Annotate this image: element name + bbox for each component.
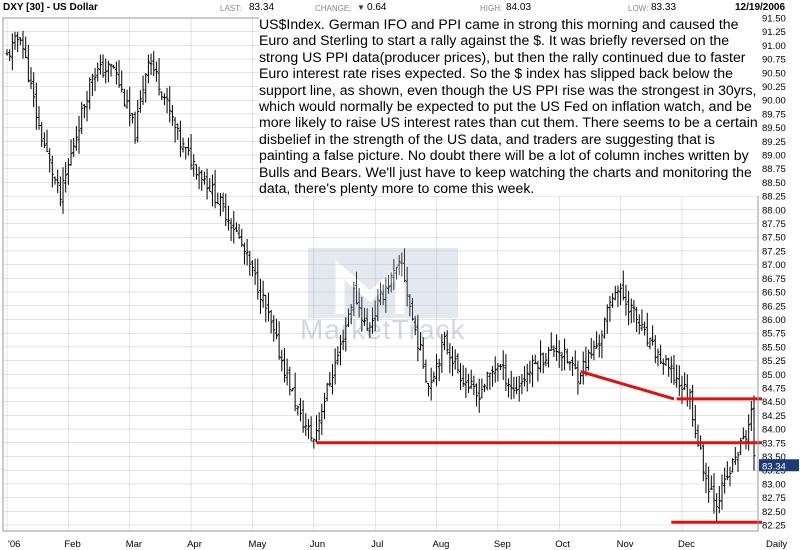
- x-tick-label: Jun: [310, 539, 325, 550]
- last-label: LAST:: [220, 4, 242, 13]
- y-tick-label: 90.75: [762, 55, 786, 66]
- last-price-tag: [759, 459, 799, 472]
- x-tick-label: Mar: [126, 539, 142, 550]
- y-tick-label: 85.25: [762, 356, 786, 367]
- y-tick-label: 84.50: [762, 397, 786, 408]
- change-label: CHANGE:: [315, 4, 352, 13]
- y-tick-label: 84.75: [762, 383, 786, 394]
- x-tick-label: Aug: [433, 539, 450, 550]
- y-tick-label: 86.00: [762, 315, 786, 326]
- chart-symbol: DXY [30] - US Dollar: [3, 2, 98, 13]
- x-tick-label: Oct: [555, 539, 570, 550]
- y-tick-label: 87.00: [762, 260, 786, 271]
- y-tick-label: 87.50: [762, 233, 786, 244]
- triangle-down-icon: ▼: [357, 3, 365, 12]
- last-price-tag-label: 83.34: [762, 461, 786, 472]
- y-tick-label: 82.50: [762, 507, 786, 518]
- y-tick-label: 88.50: [762, 178, 786, 189]
- y-tick-label: 87.75: [762, 219, 786, 230]
- ohlc-bars: [5, 30, 756, 522]
- y-tick-label: 83.75: [762, 438, 786, 449]
- y-tick-label: 86.75: [762, 274, 786, 285]
- low-label: LOW:: [628, 4, 649, 13]
- annotation-text: US$Index. German IFO and PPI came in str…: [259, 16, 759, 197]
- y-tick-label: 84.25: [762, 411, 786, 422]
- y-tick-label: 89.25: [762, 137, 786, 148]
- x-tick-label: May: [248, 539, 266, 550]
- x-tick-label: '06: [8, 539, 20, 550]
- x-tick-label: Jul: [371, 539, 383, 550]
- x-tick-label: Nov: [617, 539, 634, 550]
- high-label: HIGH:: [480, 4, 503, 13]
- y-tick-label: 91.00: [762, 41, 786, 52]
- chart-header: DXY [30] - US Dollar LAST: 83.34 CHANGE:…: [0, 0, 800, 16]
- y-tick-label: 83.00: [762, 479, 786, 490]
- watermark-logo: MarketTrack: [300, 248, 465, 348]
- change-value: 0.64: [367, 2, 387, 13]
- y-tick-label: 90.25: [762, 82, 786, 93]
- y-tick-label: 91.25: [762, 27, 786, 38]
- y-tick-label: 90.50: [762, 68, 786, 79]
- y-tick-label: 86.25: [762, 301, 786, 312]
- trendlines: [316, 370, 763, 524]
- y-tick-label: 91.50: [762, 14, 786, 25]
- y-tick-label: 84.00: [762, 425, 786, 436]
- y-tick-label: 90.00: [762, 96, 786, 107]
- y-tick-label: 89.00: [762, 151, 786, 162]
- y-tick-label: 89.75: [762, 109, 786, 120]
- y-tick-label: 87.25: [762, 246, 786, 257]
- x-tick-label: Apr: [187, 539, 202, 550]
- y-tick-label: 82.25: [762, 521, 786, 532]
- y-tick-label: 88.75: [762, 164, 786, 175]
- y-tick-label: 82.75: [762, 493, 786, 504]
- y-tick-label: 88.00: [762, 205, 786, 216]
- x-tick-label: Sep: [494, 539, 511, 550]
- y-tick-label: 89.50: [762, 123, 786, 134]
- axes: 91.50 91.25 91.00 90.75 90.50 90.25 90.00 89.75…: [2, 14, 799, 550]
- low-value: 83.33: [651, 2, 677, 13]
- y-tick-label: 86.50: [762, 288, 786, 299]
- high-value: 84.03: [506, 2, 532, 13]
- y-tick-label: 85.75: [762, 329, 786, 340]
- x-tick-label: Daily: [766, 539, 787, 550]
- watermark-text: MarketTrack: [300, 314, 466, 345]
- x-tick-label: Feb: [64, 539, 80, 550]
- y-tick-label: 85.50: [762, 342, 786, 353]
- x-tick-label: Dec: [678, 539, 695, 550]
- last-value: 83.34: [249, 2, 275, 13]
- chart-date: 12/19/2006: [735, 2, 786, 13]
- y-tick-label: 88.25: [762, 192, 786, 203]
- support-trendline: [580, 370, 675, 401]
- y-tick-label: 83.50: [762, 452, 786, 463]
- y-tick-label: 85.00: [762, 370, 786, 381]
